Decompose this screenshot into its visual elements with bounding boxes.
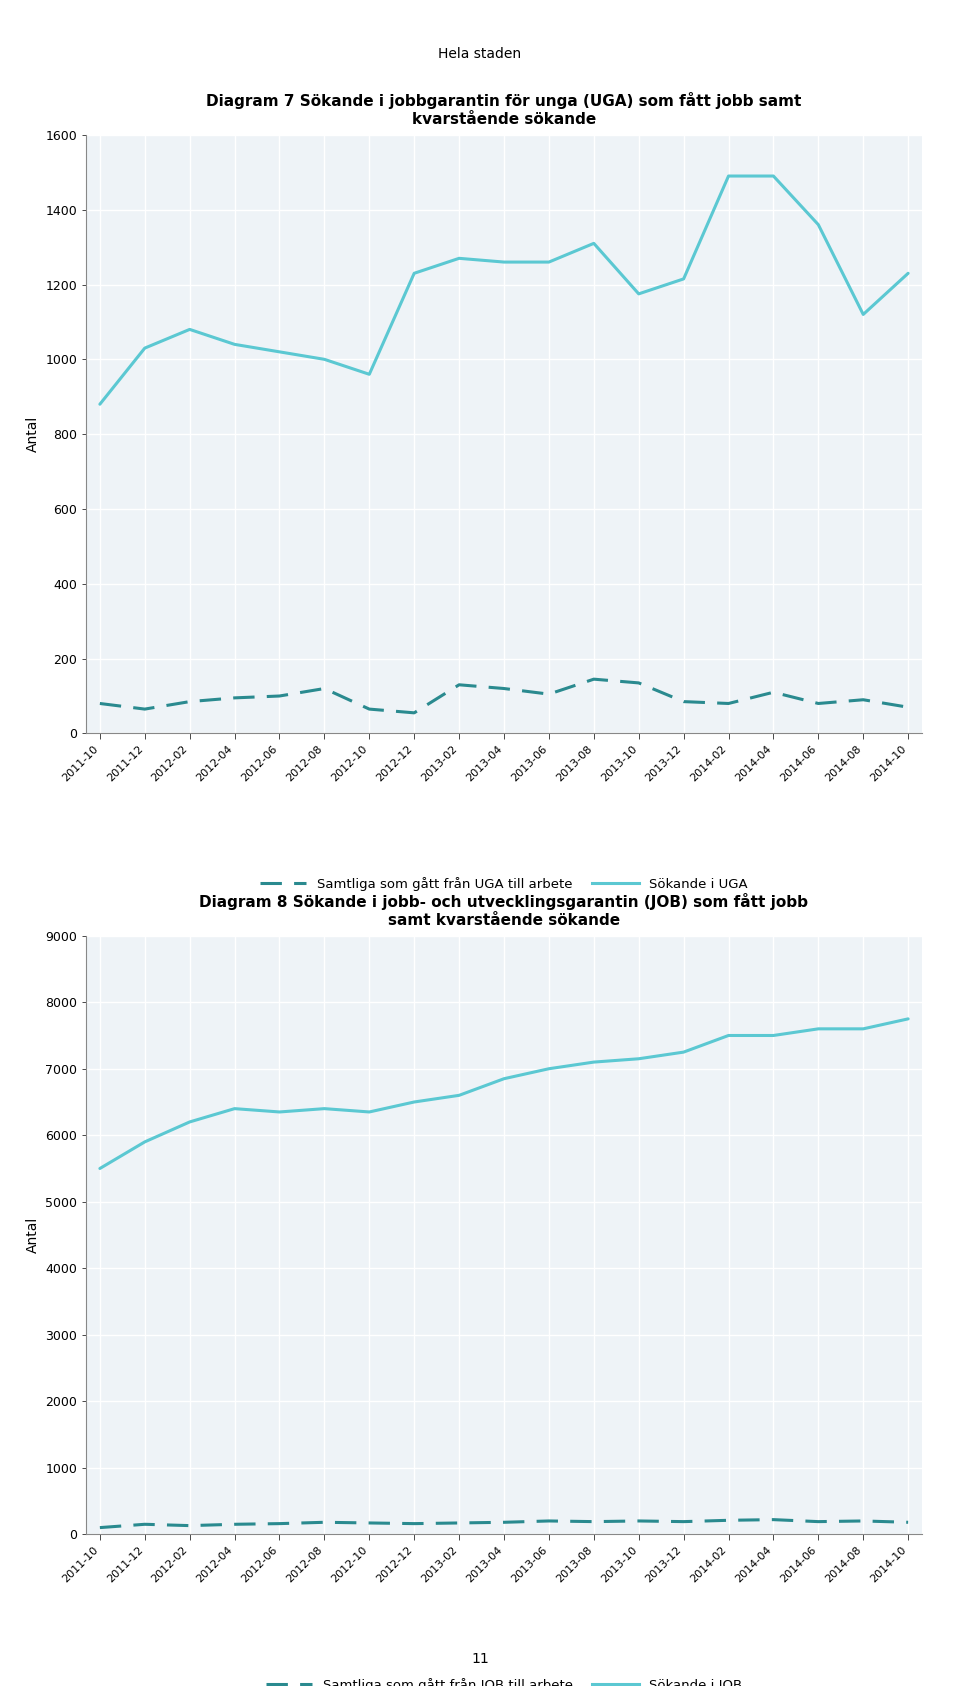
Text: 11: 11	[471, 1652, 489, 1666]
Y-axis label: Antal: Antal	[26, 416, 40, 452]
Legend: Samtliga som gått från JOB till arbete, Sökande i JOB: Samtliga som gått från JOB till arbete, …	[260, 1673, 748, 1686]
Title: Diagram 8 Sökande i jobb- och utvecklingsgarantin (JOB) som fått jobb
samt kvars: Diagram 8 Sökande i jobb- och utveckling…	[200, 894, 808, 927]
Legend: Samtliga som gått från UGA till arbete, Sökande i UGA: Samtliga som gått från UGA till arbete, …	[255, 872, 753, 897]
Y-axis label: Antal: Antal	[26, 1217, 39, 1253]
Text: Hela staden: Hela staden	[439, 47, 521, 61]
Title: Diagram 7 Sökande i jobbgarantin för unga (UGA) som fått jobb samt
kvarstående s: Diagram 7 Sökande i jobbgarantin för ung…	[206, 93, 802, 126]
